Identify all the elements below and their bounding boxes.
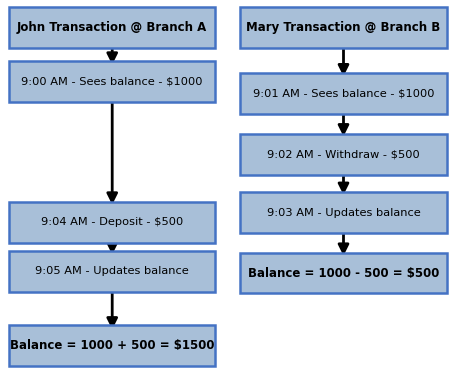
Text: 9:00 AM - Sees balance - $1000: 9:00 AM - Sees balance - $1000 [22, 77, 203, 87]
FancyBboxPatch shape [240, 133, 447, 175]
FancyBboxPatch shape [9, 324, 215, 366]
FancyBboxPatch shape [9, 62, 215, 102]
Text: Balance = 1000 + 500 = $1500: Balance = 1000 + 500 = $1500 [10, 339, 214, 352]
Text: Balance = 1000 - 500 = $500: Balance = 1000 - 500 = $500 [248, 266, 439, 280]
Text: John Transaction @ Branch A: John Transaction @ Branch A [17, 21, 207, 34]
Text: 9:04 AM - Deposit - $500: 9:04 AM - Deposit - $500 [41, 217, 183, 227]
FancyBboxPatch shape [9, 7, 215, 48]
FancyBboxPatch shape [240, 7, 447, 48]
Text: Mary Transaction @ Branch B: Mary Transaction @ Branch B [246, 21, 441, 34]
Text: 9:02 AM - Withdraw - $500: 9:02 AM - Withdraw - $500 [267, 149, 420, 159]
Text: 9:01 AM - Sees balance - $1000: 9:01 AM - Sees balance - $1000 [253, 89, 434, 99]
FancyBboxPatch shape [9, 251, 215, 292]
FancyBboxPatch shape [240, 253, 447, 293]
FancyBboxPatch shape [240, 192, 447, 233]
FancyBboxPatch shape [9, 202, 215, 243]
Text: 9:03 AM - Updates balance: 9:03 AM - Updates balance [267, 207, 420, 218]
Text: 9:05 AM - Updates balance: 9:05 AM - Updates balance [35, 266, 189, 276]
FancyBboxPatch shape [240, 73, 447, 114]
